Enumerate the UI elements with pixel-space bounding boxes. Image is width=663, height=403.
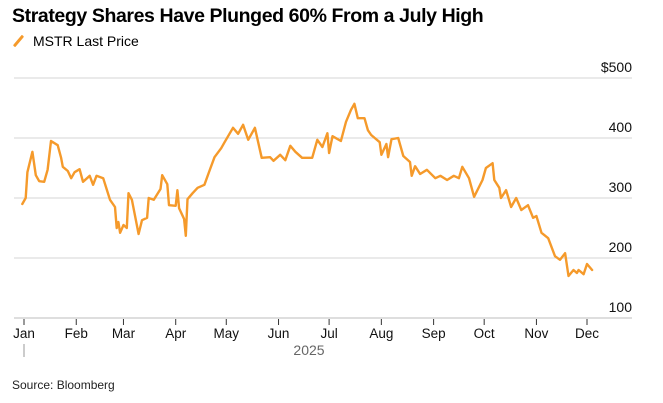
y-axis: 100 200 300 400 $500 xyxy=(601,59,632,315)
series-line-mstr xyxy=(21,102,594,278)
x-tick-label: Jan xyxy=(13,326,35,341)
chart-title: Strategy Shares Have Plunged 60% From a … xyxy=(12,5,484,27)
x-axis: Jan Feb Mar Apr May Jun Jul Aug Sep Oct Nov Dec 2025 xyxy=(13,319,599,358)
x-tick-label: Apr xyxy=(165,326,187,341)
x-tick-label: Dec xyxy=(575,326,599,341)
x-tick-label: Jul xyxy=(320,326,337,341)
y-tick-label: 300 xyxy=(609,179,633,195)
y-tick-label: $500 xyxy=(601,59,632,75)
y-tick-label: 100 xyxy=(609,299,633,315)
legend: MSTR Last Price xyxy=(12,33,139,49)
year-label: 2025 xyxy=(293,342,324,358)
x-tick-label: Mar xyxy=(112,326,136,341)
x-tick-label: Jun xyxy=(268,326,290,341)
gridlines xyxy=(14,77,632,319)
y-tick-label: 200 xyxy=(609,239,633,255)
series-layer xyxy=(21,102,594,278)
legend-label: MSTR Last Price xyxy=(33,33,139,49)
x-tick-label: Aug xyxy=(369,326,393,341)
source-note: Source: Bloomberg xyxy=(12,378,115,392)
x-tick-label: Feb xyxy=(65,326,88,341)
x-tick-label: May xyxy=(214,326,240,341)
x-tick-label: Oct xyxy=(474,326,495,341)
x-tick-label: Sep xyxy=(422,326,446,341)
y-tick-label: 400 xyxy=(609,119,633,135)
x-tick-label: Nov xyxy=(524,326,548,341)
